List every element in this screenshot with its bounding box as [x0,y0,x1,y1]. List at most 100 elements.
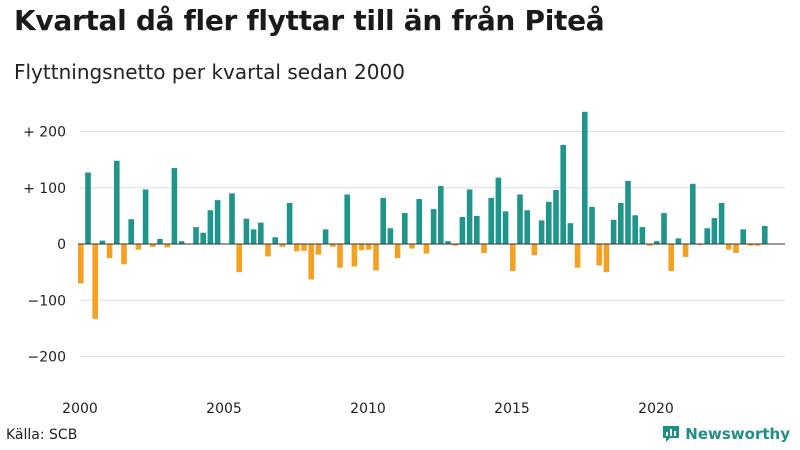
bar [682,244,689,257]
brand-logo: Newsworthy [661,424,790,444]
bar [337,244,343,268]
bar [747,244,754,246]
bar [409,244,415,249]
y-tick-label: 0 [57,237,66,253]
chart-subtitle: Flyttningsnetto per kvartal sedan 2000 [14,60,405,84]
bar [740,229,746,244]
bar [466,189,473,244]
bar [78,244,84,284]
bar-layer [78,111,768,319]
bar [430,209,437,244]
bar [279,244,286,247]
bar [106,244,113,259]
bar [128,219,134,244]
bar [387,228,394,244]
bar [423,244,430,254]
y-tick-label: −100 [28,293,66,309]
bar [560,145,566,244]
y-tick-label: + 200 [23,125,66,141]
bar [286,202,293,244]
bar [207,210,214,244]
bar [438,186,444,244]
bar [164,244,170,248]
y-tick-label: + 100 [23,181,66,197]
bar [135,244,142,250]
bar [481,244,487,253]
bar [301,244,307,251]
bar [250,229,257,244]
bar [524,210,530,244]
bar [639,227,646,244]
bar [344,194,350,244]
bar [236,244,242,273]
bar [330,244,336,247]
bar [618,202,624,244]
bar [582,111,588,244]
bar [178,241,185,244]
x-tick-label: 2005 [206,401,242,417]
bar [690,183,696,244]
bar [632,215,638,244]
bar [754,244,761,246]
bar [193,227,199,244]
bar [351,244,358,267]
brand-name: Newsworthy [685,425,790,443]
bar [200,232,206,244]
bar [654,241,660,244]
bar [538,220,545,244]
newsworthy-logo-icon [663,426,680,442]
bar [366,244,372,250]
bar [596,244,602,266]
bar [416,199,422,244]
bar [265,244,271,257]
bar [380,197,386,244]
bar [589,206,595,244]
axis-layer: + 200 + 100 0 −100 −200 2000 2005 2010 2015 2020 [23,125,785,417]
bar [661,213,667,244]
bar [762,226,768,244]
bar [315,244,322,255]
bar [322,229,329,244]
bar [171,168,178,244]
x-tick-label: 2000 [62,401,98,417]
bar [358,244,365,251]
bar [502,211,509,244]
bar [726,244,732,250]
bar [610,219,617,244]
bar [603,244,610,273]
bar [243,218,250,244]
bar [517,194,523,244]
bar [258,222,264,244]
source-note: Källa: SCB [6,427,78,443]
bar [567,223,574,244]
bar [294,244,300,252]
bar [85,172,91,244]
grid-layer [80,131,785,357]
bar [272,237,278,244]
x-tick-label: 2010 [350,401,386,417]
bar [394,244,401,259]
bar [474,215,480,244]
bar [459,217,466,244]
bar [697,244,703,246]
bar [711,218,718,244]
x-tick-label: 2020 [638,401,674,417]
bar [157,238,163,244]
bar [445,241,451,244]
bar [546,201,552,244]
bar [668,244,674,271]
bar [142,189,149,244]
bar [214,200,221,244]
bar [718,202,725,244]
bar [733,244,739,253]
bar [121,244,127,265]
bar [531,244,538,256]
bar [488,197,494,244]
bar [150,244,156,247]
bar [646,244,653,246]
bar [373,244,379,271]
bar [99,240,106,244]
bar [229,193,235,244]
bar [553,190,559,244]
